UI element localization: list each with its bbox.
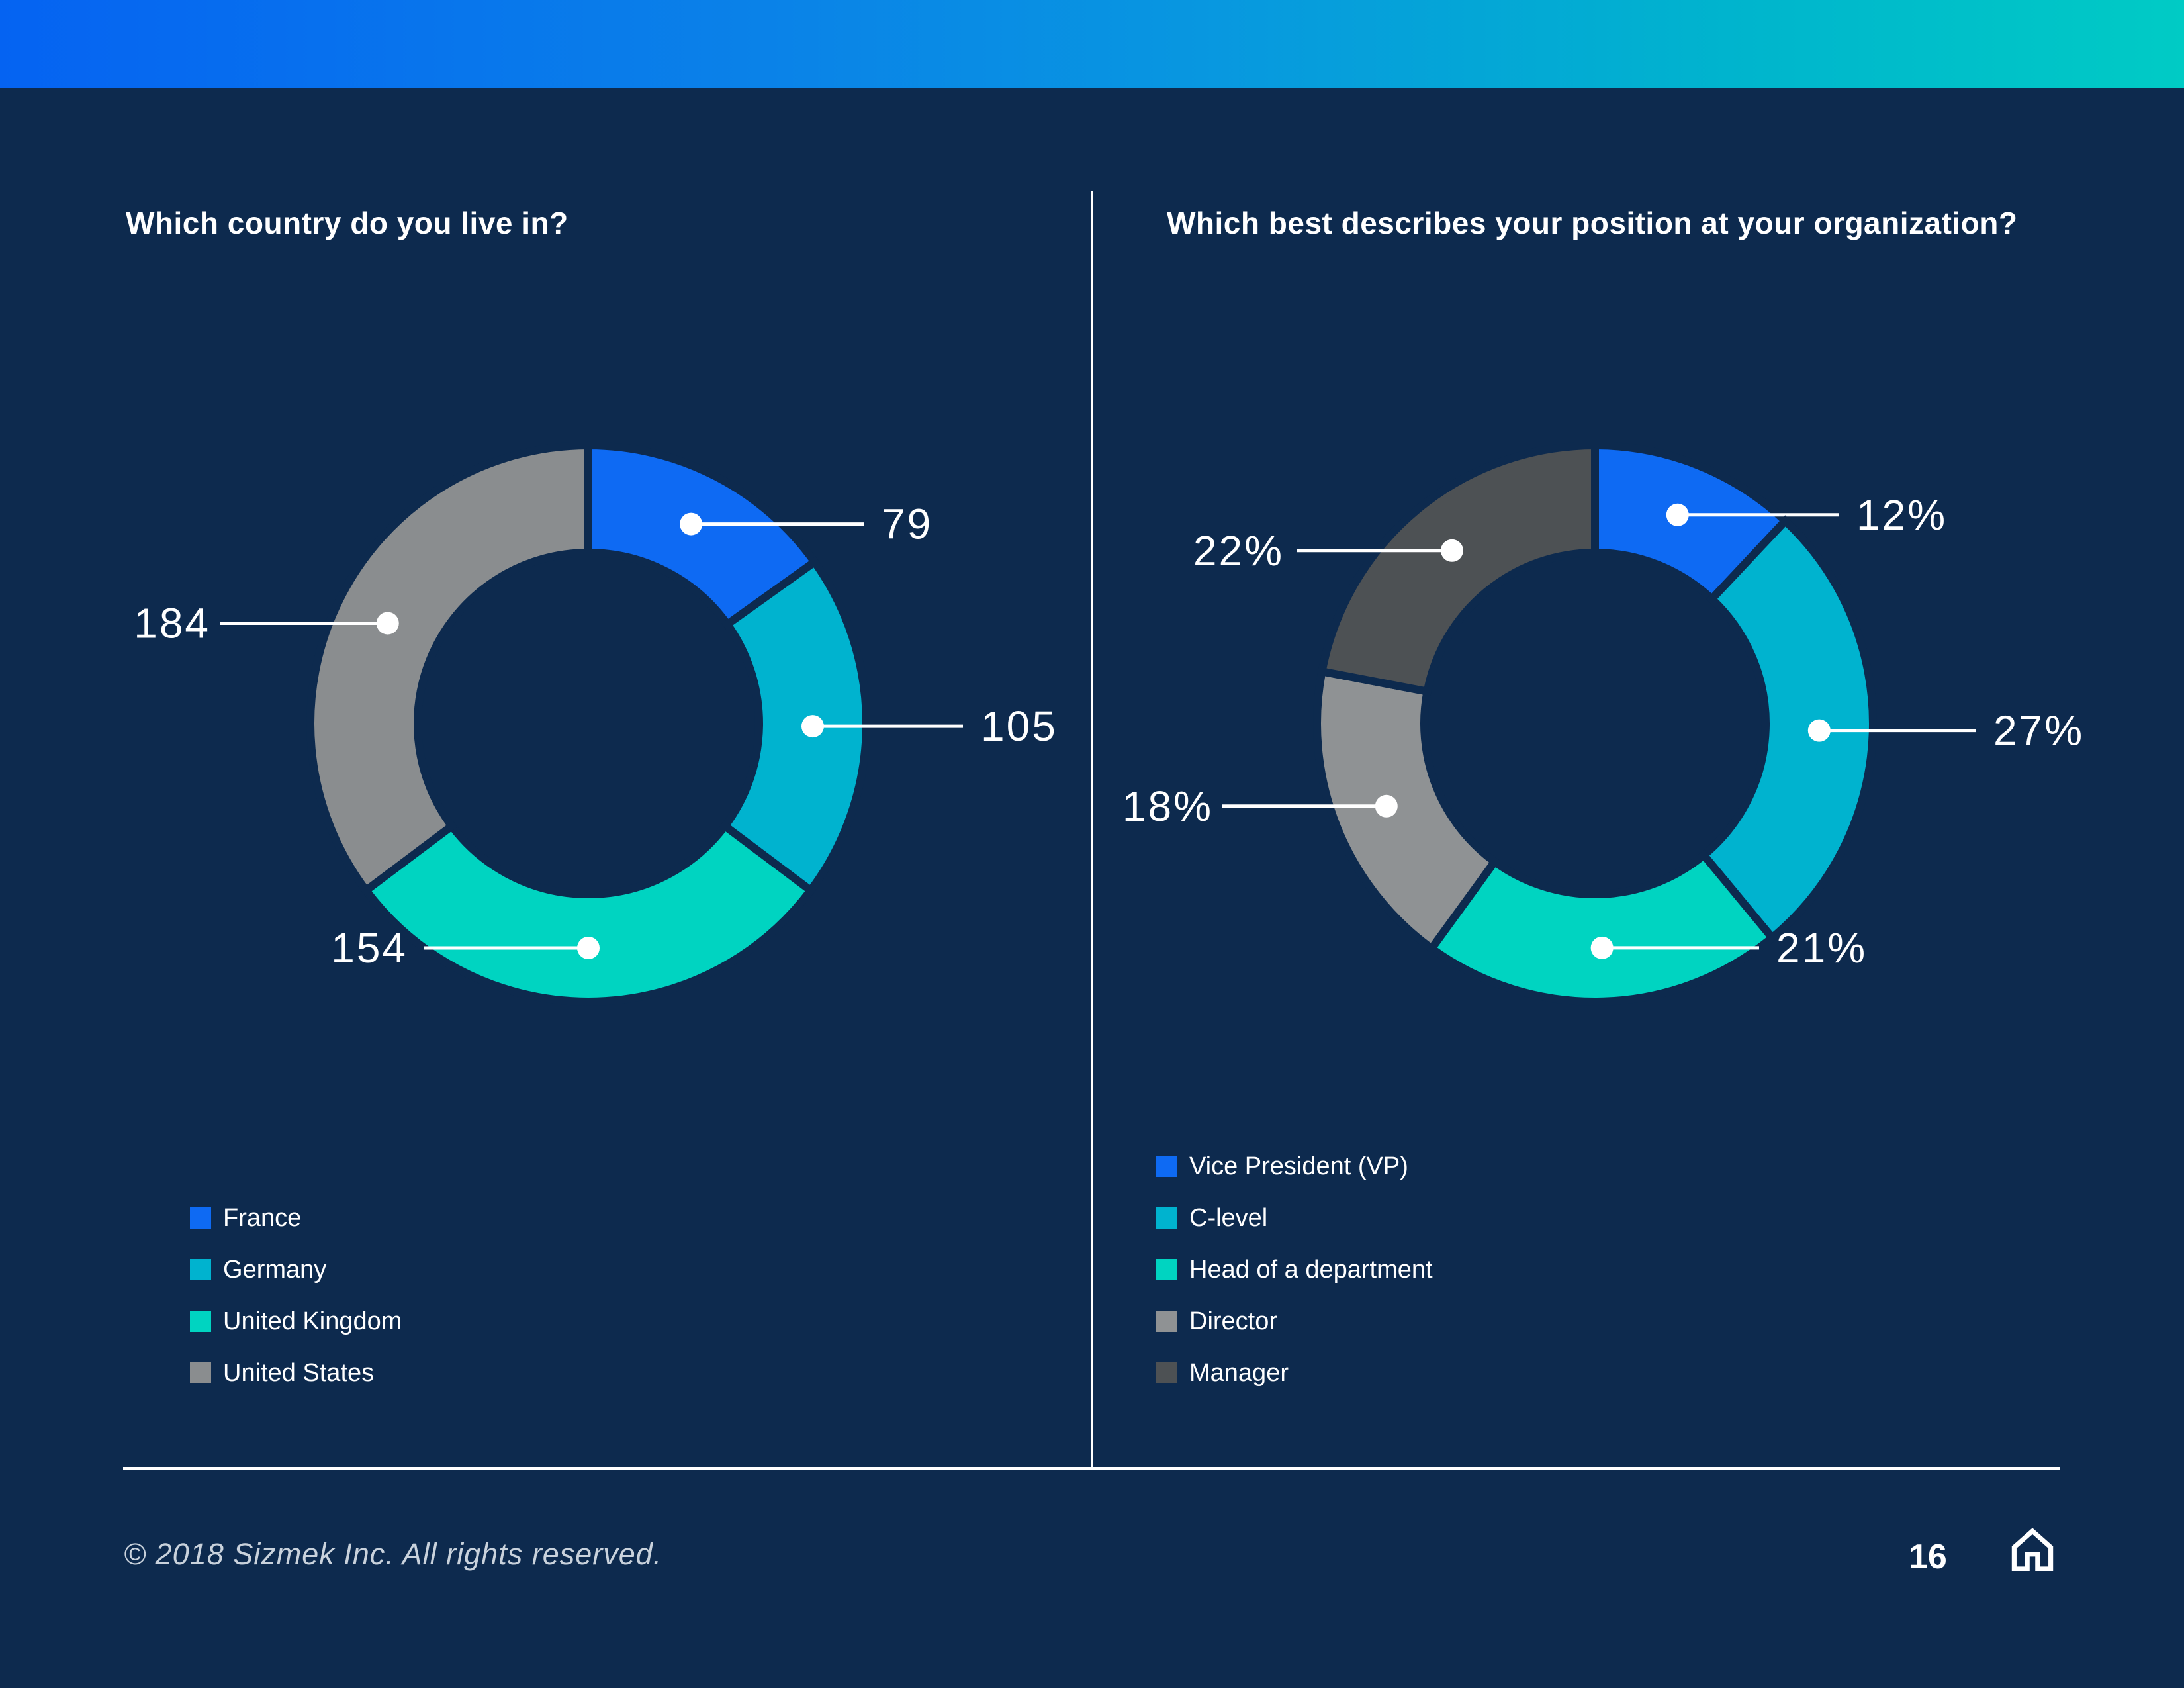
legend-label: United Kingdom <box>223 1307 402 1335</box>
value-label: 184 <box>134 599 210 647</box>
legend-item-c-level: C-level <box>1156 1203 1268 1232</box>
legend-label: Director <box>1189 1307 1278 1335</box>
value-label: 21% <box>1776 924 1867 972</box>
legend-label: Head of a department <box>1189 1255 1433 1284</box>
legend-item-director: Director <box>1156 1307 1278 1335</box>
donut-slice-position-director <box>1313 667 1500 955</box>
legend-swatch <box>190 1362 211 1383</box>
legend-item-germany: Germany <box>190 1255 327 1284</box>
legend-item-vice-president-vp-: Vice President (VP) <box>1156 1152 1408 1180</box>
legend-item-manager: Manager <box>1156 1358 1289 1387</box>
footer-divider <box>123 1467 2060 1470</box>
value-label: 12% <box>1856 491 1947 539</box>
right-chart-title: Which best describes your position at yo… <box>1167 206 2018 240</box>
value-label: 105 <box>981 702 1058 750</box>
label-dot <box>1440 539 1463 562</box>
legend-label: Manager <box>1189 1358 1289 1387</box>
donut-slice-country-united-states <box>306 441 592 896</box>
label-dot <box>1590 936 1614 959</box>
legend-item-united-states: United States <box>190 1358 375 1387</box>
label-dot <box>680 512 703 536</box>
label-dot <box>577 937 600 959</box>
donut-slice-position-c-level <box>1698 515 1877 944</box>
value-label: 27% <box>1993 707 2084 755</box>
donut-slice-position-manager <box>1317 441 1599 696</box>
donut-slice-country-france <box>584 441 821 630</box>
label-dot <box>1375 794 1398 818</box>
value-label: 79 <box>882 500 933 548</box>
copyright-text: © 2018 Sizmek Inc. All rights reserved. <box>124 1537 662 1571</box>
legend-swatch <box>1156 1156 1177 1177</box>
value-label: 18% <box>1122 782 1213 830</box>
legend-item-france: France <box>190 1203 302 1232</box>
legend-label: C-level <box>1189 1203 1268 1232</box>
legend-swatch <box>1156 1207 1177 1229</box>
legend-label: Germany <box>223 1255 327 1284</box>
page-number: 16 <box>1909 1538 1947 1576</box>
legend-swatch <box>1156 1311 1177 1332</box>
donut-slice-position-head-of-a-department <box>1426 849 1778 1006</box>
legend-item-united-kingdom: United Kingdom <box>190 1307 402 1335</box>
legend-label: Vice President (VP) <box>1189 1152 1408 1180</box>
label-dot <box>1666 503 1689 526</box>
donut-slice-country-germany <box>719 556 870 896</box>
legend-swatch <box>1156 1362 1177 1383</box>
left-chart-title: Which country do you live in? <box>126 206 569 240</box>
home-icon[interactable] <box>2007 1524 2058 1576</box>
top-gradient-bar <box>0 0 2184 88</box>
legend-item-head-of-a-department: Head of a department <box>1156 1255 1433 1284</box>
value-label: 22% <box>1193 527 1284 575</box>
legend-swatch <box>190 1311 211 1332</box>
label-dot <box>1807 719 1831 742</box>
label-dot <box>376 612 399 635</box>
legend-swatch <box>190 1207 211 1229</box>
legend-label: France <box>223 1203 302 1232</box>
legend-label: United States <box>223 1358 375 1387</box>
value-label: 154 <box>331 924 408 972</box>
legend-swatch <box>1156 1259 1177 1280</box>
donut-slice-country-united-kingdom <box>360 820 817 1006</box>
vertical-divider <box>1091 191 1093 1468</box>
legend-swatch <box>190 1259 211 1280</box>
label-dot <box>801 715 824 738</box>
